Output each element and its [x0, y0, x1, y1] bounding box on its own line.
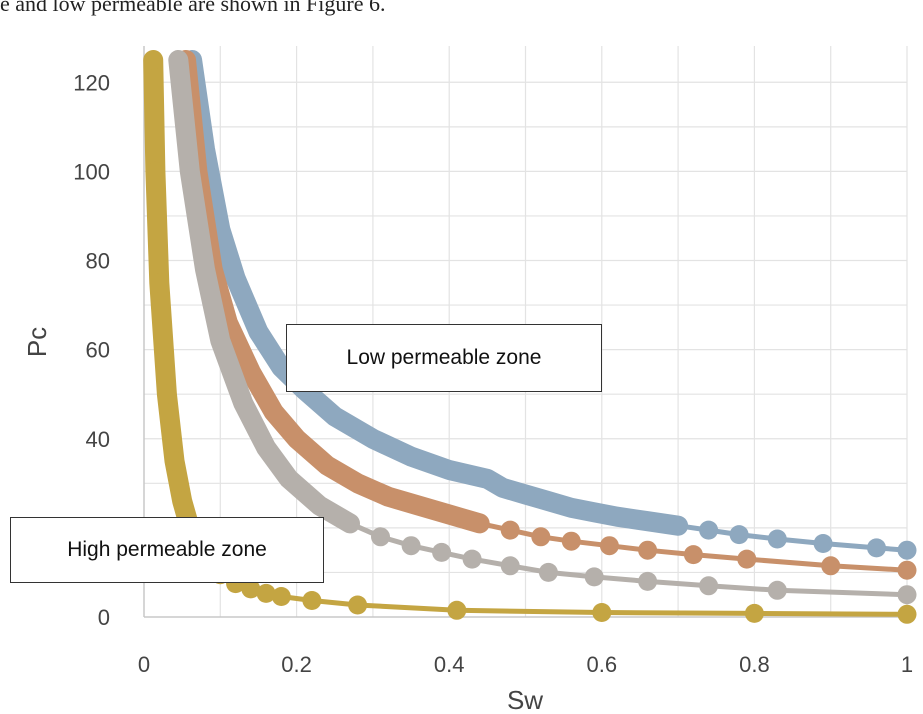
data-point: [310, 496, 329, 516]
data-point: [729, 525, 749, 545]
data-point: [241, 362, 261, 382]
data-point: [401, 447, 421, 467]
data-point: [432, 542, 452, 562]
data-point: [500, 520, 520, 540]
data-point: [168, 50, 188, 70]
data-point: [439, 460, 459, 480]
data-point: [561, 498, 581, 518]
data-point: [897, 585, 917, 605]
data-point: [897, 604, 917, 624]
data-point: [145, 161, 165, 181]
data-point: [599, 536, 619, 556]
data-point: [538, 491, 558, 511]
data-point: [149, 273, 169, 293]
series-layer: [143, 50, 917, 624]
data-point: [172, 491, 192, 511]
data-point: [477, 469, 497, 489]
data-point: [592, 603, 612, 622]
y-tick-label: 60: [86, 338, 110, 363]
x-tick-label: 0.4: [434, 652, 465, 677]
data-point: [378, 487, 398, 507]
data-point: [371, 527, 390, 547]
x-tick-label: 0.2: [281, 652, 312, 677]
annotation-low-permeable-zone: Low permeable zone: [286, 324, 602, 392]
data-point: [561, 531, 581, 551]
data-point: [638, 571, 658, 591]
data-point: [233, 393, 253, 413]
data-point: [256, 583, 276, 603]
data-point: [180, 161, 200, 181]
x-tick-label: 1: [901, 652, 913, 677]
data-point: [279, 469, 299, 489]
data-point: [531, 527, 551, 547]
y-tick-label: 120: [73, 70, 110, 95]
data-point: [363, 429, 383, 449]
data-point: [287, 429, 307, 449]
y-tick-label: 100: [73, 159, 110, 184]
data-point: [699, 576, 719, 596]
data-point: [401, 536, 421, 556]
y-tick-label: 80: [86, 249, 110, 274]
data-point: [538, 562, 558, 582]
data-point: [157, 384, 177, 404]
x-axis-title: Sw: [507, 685, 543, 714]
data-point: [317, 456, 337, 475]
data-point: [500, 556, 520, 576]
data-point: [767, 529, 787, 549]
data-point: [767, 580, 787, 600]
data-point: [271, 587, 291, 606]
y-axis-title: Pc: [22, 327, 52, 357]
data-point: [897, 560, 917, 580]
x-tick-label: 0.6: [587, 652, 618, 677]
data-point: [683, 545, 703, 565]
data-point: [325, 407, 345, 426]
series-2: [168, 50, 917, 605]
data-point: [348, 595, 368, 615]
data-point: [470, 513, 490, 533]
data-point: [897, 540, 917, 560]
data-point: [248, 322, 268, 342]
data-point: [607, 507, 627, 527]
data-point: [241, 579, 261, 599]
y-tick-label: 40: [86, 427, 110, 452]
data-point: [516, 485, 535, 504]
data-point: [210, 331, 230, 351]
data-point: [744, 603, 764, 623]
data-point: [737, 549, 757, 569]
data-point: [264, 402, 284, 422]
data-point: [195, 259, 215, 279]
data-point: [493, 478, 513, 498]
data-point: [226, 268, 246, 288]
data-point: [462, 549, 482, 569]
x-tick-label: 0.8: [739, 652, 770, 677]
data-point: [302, 591, 322, 610]
data-point: [867, 538, 886, 558]
data-point: [439, 505, 459, 524]
data-point: [143, 50, 163, 70]
data-point: [584, 502, 604, 522]
data-point: [668, 516, 688, 536]
data-point: [348, 473, 368, 493]
data-point: [165, 451, 184, 471]
data-point: [638, 540, 658, 560]
data-point: [821, 556, 841, 576]
series-dense-band: [176, 50, 490, 534]
data-point: [256, 438, 276, 458]
data-point: [638, 511, 658, 531]
caption-fragment: e and low permeable are shown in Figure …: [0, 0, 386, 16]
data-point: [447, 600, 467, 620]
data-point: [409, 496, 429, 516]
x-tick-label: 0: [138, 652, 150, 677]
data-point: [813, 534, 833, 553]
data-point: [699, 520, 719, 540]
annotation-high-permeable-zone: High permeable zone: [10, 517, 324, 583]
data-point: [340, 513, 360, 533]
y-tick-label: 0: [98, 605, 110, 630]
data-point: [584, 567, 604, 587]
